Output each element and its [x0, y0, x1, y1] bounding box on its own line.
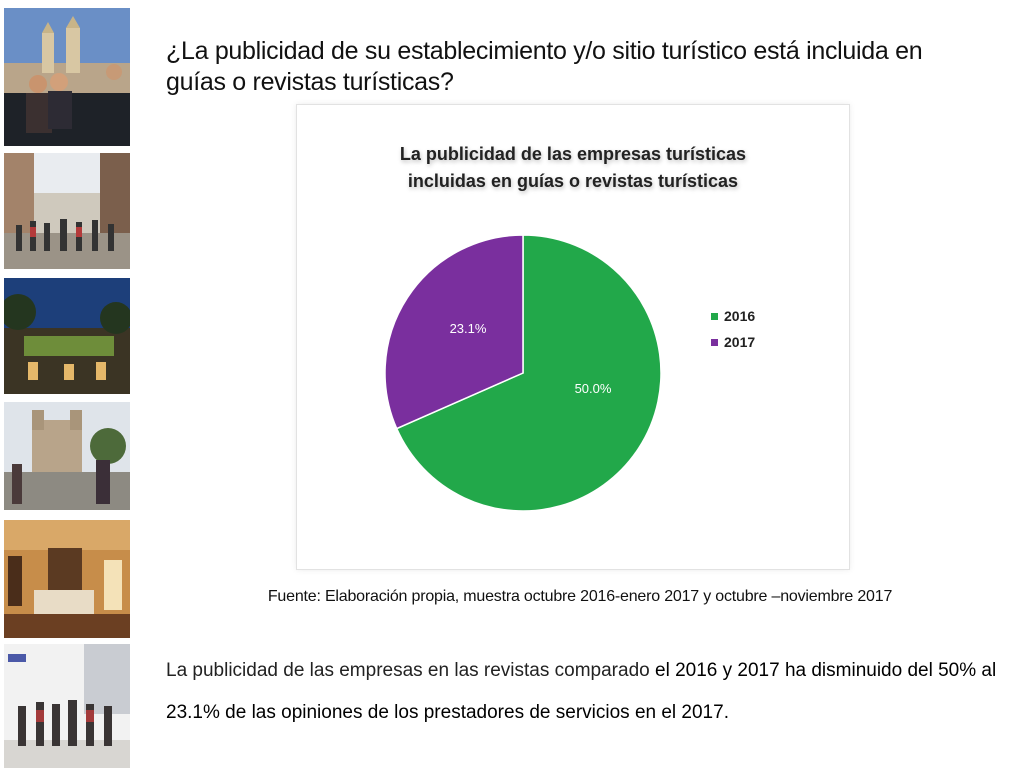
data-label-2017: 23.1%	[450, 321, 487, 336]
santo-domingo-photo	[4, 402, 130, 510]
page-title: ¿La publicidad de su establecimiento y/o…	[166, 37, 923, 96]
street-crowd-photo	[4, 153, 130, 269]
pie-slice-2016	[395, 234, 662, 512]
shopping-crowd-photo	[4, 644, 130, 768]
conclusion-text: La publicidad de las empresas en las rev…	[166, 650, 1006, 734]
chart-legend: 2016 2017	[711, 303, 755, 355]
conclusion-part1: La publicidad de las empresas en las rev…	[166, 660, 655, 681]
pie-chart: La publicidad de las empresas turísticas…	[296, 104, 850, 570]
legend-swatch-2017	[711, 338, 718, 346]
legend-label-2016: 2016	[724, 308, 756, 324]
source-note: Fuente: Elaboración propia, muestra octu…	[267, 588, 893, 605]
chart-title-line2: incluidas en guías o revistas turísticas	[407, 171, 739, 191]
data-label-2016: 50.0%	[575, 381, 612, 396]
legend-item-2016: 2016	[711, 303, 755, 329]
chart-title-line1: La publicidad de las empresas turísticas	[399, 144, 747, 164]
chart-title: La publicidad de las empresas turísticas…	[297, 141, 849, 195]
evening-terrace-photo	[4, 278, 130, 394]
legend-swatch-2016	[711, 312, 718, 320]
hotel-room-photo	[4, 520, 130, 638]
oaxaca-church-photo	[4, 8, 130, 146]
legend-label-2017: 2017	[724, 334, 756, 350]
pie-plot: 50.0% 23.1%	[384, 234, 662, 512]
legend-item-2017: 2017	[711, 329, 755, 355]
pie-slice-2017	[384, 234, 524, 430]
conclusion-part2: el 2016 y 2017 ha disminuido del 50% al …	[166, 660, 997, 723]
